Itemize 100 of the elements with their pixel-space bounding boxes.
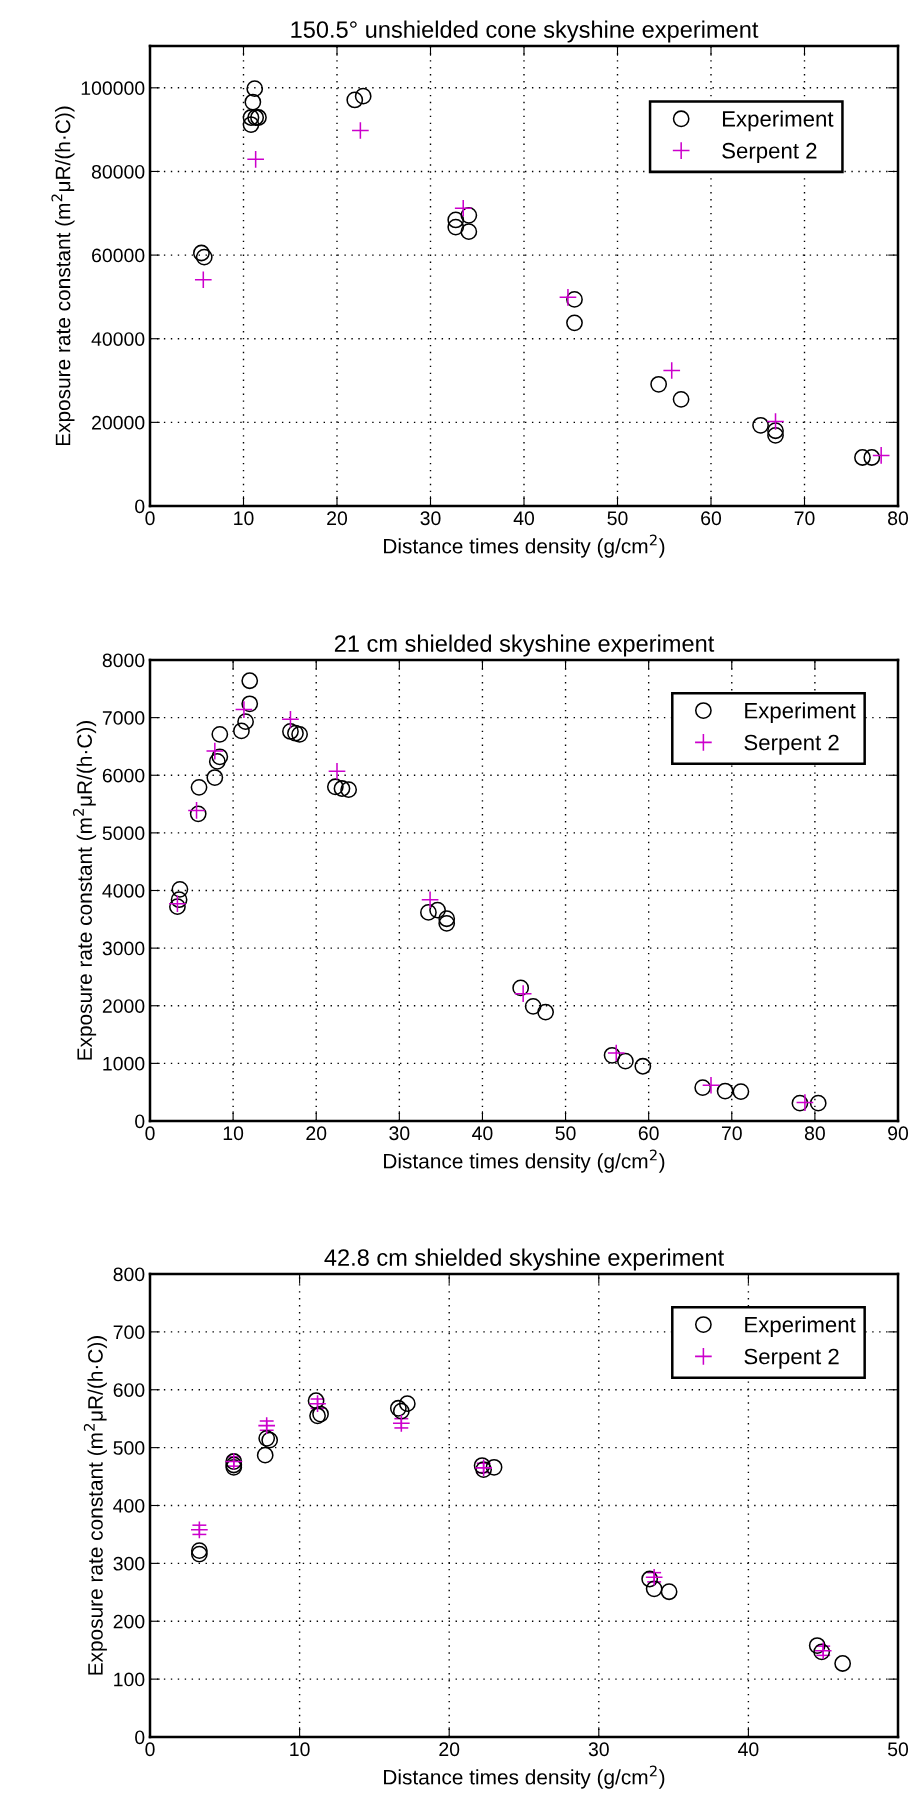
point — [603, 1046, 621, 1064]
point — [351, 121, 370, 140]
point — [246, 80, 264, 98]
x-tick-label: 10 — [234, 511, 254, 526]
y-axis-title: Exposure rate constant (m$^{2}$μR/(h·C)) — [51, 106, 75, 446]
y-tick-label: 40000 — [91, 332, 145, 346]
point — [234, 700, 254, 719]
point — [566, 314, 583, 332]
point — [791, 1094, 809, 1112]
point — [208, 753, 226, 770]
point — [211, 725, 229, 743]
y-tick-label: 7000 — [102, 711, 145, 725]
point — [512, 979, 530, 997]
chart-title: 42.8 cm shielded skyshine experiment — [324, 1248, 724, 1271]
point — [447, 211, 465, 229]
y-tick-label: 3000 — [102, 941, 145, 956]
y-tick-label: 200 — [113, 1614, 145, 1629]
legend-label: Experiment — [722, 110, 834, 132]
y-tick-label: 20000 — [92, 415, 145, 430]
point — [257, 1416, 276, 1435]
y-tick-label: 6000 — [102, 768, 145, 783]
x-tick-label: 50 — [555, 1126, 576, 1141]
point — [672, 390, 690, 408]
point — [863, 449, 881, 466]
point — [514, 984, 533, 1003]
point — [205, 741, 224, 761]
legend-label: Serpent 2 — [722, 142, 817, 163]
x-tick-label: 30 — [389, 1126, 410, 1141]
x-tick-label: 20 — [327, 511, 348, 526]
point — [256, 1446, 274, 1464]
point — [872, 446, 891, 465]
point — [354, 87, 372, 105]
point — [242, 109, 260, 126]
chart-title: 150.5° unshielded cone skyshine experiment — [291, 20, 759, 43]
point — [190, 1520, 209, 1539]
y-tick-label: 800 — [113, 1267, 145, 1282]
x-tick-label: 0 — [145, 1742, 155, 1757]
point — [242, 116, 260, 134]
point — [767, 426, 784, 444]
point — [537, 1003, 555, 1021]
point — [326, 778, 344, 796]
x-tick-label: 50 — [607, 511, 628, 526]
point — [834, 1655, 852, 1672]
y-tick-label: 1000 — [103, 1056, 145, 1071]
y-axis-title: Exposure rate constant (m$^{2}$μR/(h·C)) — [73, 721, 97, 1060]
point — [641, 1570, 659, 1588]
y-tick-label: 500 — [113, 1441, 145, 1455]
x-tick-label: 0 — [145, 511, 155, 526]
point — [616, 1052, 634, 1070]
x-tick-label: 80 — [804, 1126, 825, 1141]
x-tick-label: 40 — [738, 1742, 759, 1757]
point — [244, 93, 262, 111]
point — [660, 1583, 678, 1601]
point — [558, 288, 578, 307]
y-axis-title: Exposure rate constant (m$^{2}$μR/(h·C)) — [83, 1336, 107, 1675]
y-tick-label: 0 — [135, 1730, 145, 1745]
point — [566, 291, 583, 308]
point — [420, 890, 440, 909]
point — [795, 1093, 815, 1112]
y-tick-label: 400 — [113, 1498, 145, 1513]
point — [168, 894, 187, 913]
point — [808, 1637, 826, 1654]
point — [650, 375, 668, 393]
point — [766, 412, 785, 431]
point — [447, 218, 465, 236]
x-tick-label: 40 — [472, 1126, 493, 1141]
point — [340, 781, 358, 799]
point — [767, 422, 784, 440]
point — [211, 748, 229, 766]
legend-label: Experiment — [745, 702, 856, 723]
y-tick-label: 700 — [113, 1325, 145, 1340]
point — [169, 898, 186, 916]
point — [420, 903, 437, 921]
point — [241, 695, 259, 713]
x-axis-title: Distance times density (g/cm$^{2}$) — [384, 1765, 665, 1789]
point — [460, 223, 478, 241]
x-tick-label: 20 — [306, 1126, 327, 1141]
x-tick-label: 80 — [888, 511, 909, 526]
point — [716, 1082, 734, 1100]
point — [333, 780, 351, 797]
y-tick-label: 4000 — [102, 883, 145, 898]
y-tick-label: 100000 — [81, 81, 145, 96]
point — [291, 725, 309, 743]
point — [193, 244, 210, 262]
point — [241, 672, 259, 690]
point — [809, 1094, 827, 1112]
point — [206, 769, 224, 786]
point — [460, 206, 478, 224]
point — [190, 778, 208, 796]
point — [233, 722, 250, 740]
point — [281, 710, 300, 729]
point — [524, 997, 542, 1015]
point — [634, 1057, 652, 1075]
point — [607, 1043, 626, 1063]
x-tick-label: 60 — [638, 1126, 659, 1141]
y-tick-label: 2000 — [102, 999, 145, 1013]
x-tick-label: 90 — [888, 1126, 909, 1141]
point — [194, 270, 213, 289]
point — [854, 449, 871, 466]
point — [282, 723, 299, 740]
